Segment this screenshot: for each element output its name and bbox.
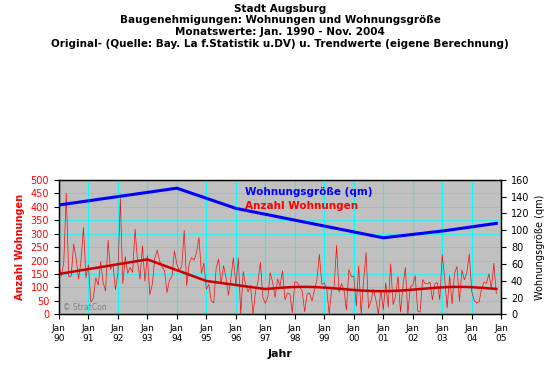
Y-axis label: Wohnungsgröße (qm): Wohnungsgröße (qm): [535, 194, 545, 300]
Y-axis label: Anzahl Wohnungen: Anzahl Wohnungen: [15, 194, 25, 300]
Text: © StratCon: © StratCon: [63, 303, 107, 312]
X-axis label: Jahr: Jahr: [268, 349, 292, 359]
Text: Anzahl Wohnungen: Anzahl Wohnungen: [245, 201, 358, 211]
Text: Wohnungsgröße (qm): Wohnungsgröße (qm): [245, 187, 372, 196]
Text: Stadt Augsburg
Baugenehmigungen: Wohnungen und Wohnungsgröße
Monatswerte: Jan. 1: Stadt Augsburg Baugenehmigungen: Wohnung…: [51, 4, 509, 49]
